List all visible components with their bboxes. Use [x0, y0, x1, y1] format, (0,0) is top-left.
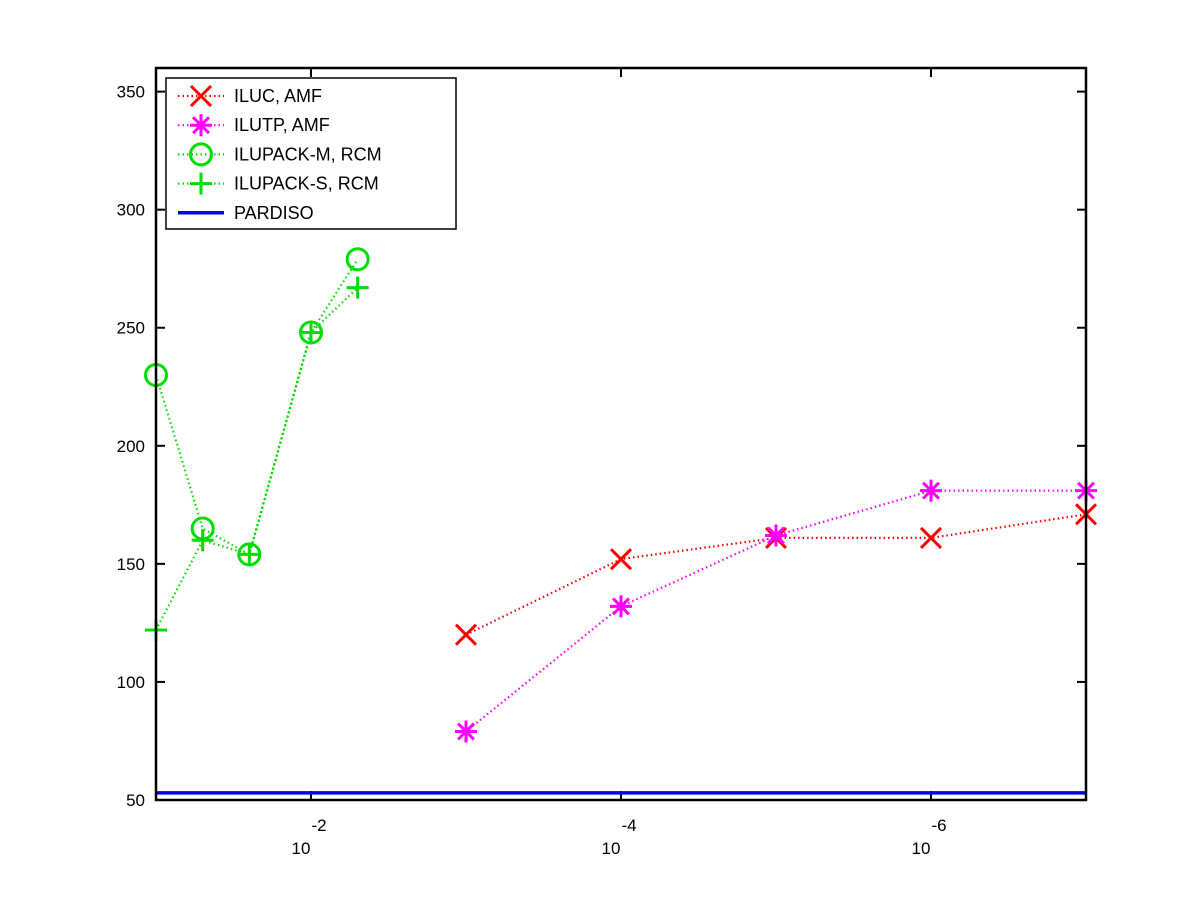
legend-label: ILUTP, AMF — [234, 115, 330, 135]
legend: ILUC, AMF ILUTP, AMF ILUPACK-M, RCM ILUPACK… — [165, 77, 457, 230]
y-tick-label: 150 — [117, 555, 145, 574]
y-tick-label: 200 — [117, 437, 145, 456]
data-point — [345, 247, 370, 272]
x-tick-label-exponent: -6 — [931, 816, 946, 835]
y-tick-label: 350 — [117, 83, 145, 102]
x-tick-label-base: 10 — [602, 839, 621, 858]
data-point — [300, 321, 322, 344]
x-tick-label-base: 10 — [292, 839, 311, 858]
series-1 — [455, 479, 1097, 743]
legend-label: ILUPACK-S, RCM — [234, 174, 379, 194]
y-tick-label: 300 — [117, 201, 145, 220]
legend-marker — [189, 84, 213, 108]
data-point — [191, 529, 214, 552]
data-point — [610, 595, 632, 618]
x-tick-label-exponent: -2 — [311, 816, 326, 835]
legend-label: PARDISO — [234, 203, 314, 223]
data-point — [455, 720, 477, 743]
x-tick-label-exponent: -4 — [621, 816, 636, 835]
x-tick-label-base: 10 — [912, 839, 931, 858]
data-point — [454, 623, 478, 646]
legend-marker — [189, 142, 213, 167]
y-tick-label: 50 — [126, 791, 145, 810]
data-point — [346, 276, 369, 299]
data-point — [609, 548, 633, 571]
legend-label: ILUC, AMF — [234, 86, 322, 106]
data-point — [920, 479, 942, 502]
legend-item: PARDISO — [178, 203, 314, 223]
data-point — [919, 526, 943, 549]
legend-item: ILUC, AMF — [178, 84, 322, 108]
series-line — [154, 258, 359, 557]
y-tick-label: 250 — [117, 319, 145, 338]
data-point — [238, 543, 261, 566]
legend-marker — [190, 172, 212, 195]
legend-label: ILUPACK-M, RCM — [234, 144, 382, 164]
legend-item: ILUTP, AMF — [178, 114, 330, 137]
data-series — [144, 247, 1098, 795]
data-point — [765, 524, 787, 547]
legend-marker — [190, 114, 212, 137]
legend-item: ILUPACK-M, RCM — [178, 142, 382, 167]
axes-frame — [154, 66, 1088, 802]
y-tick-label: 100 — [117, 673, 145, 692]
legend-item: ILUPACK-S, RCM — [178, 172, 379, 195]
